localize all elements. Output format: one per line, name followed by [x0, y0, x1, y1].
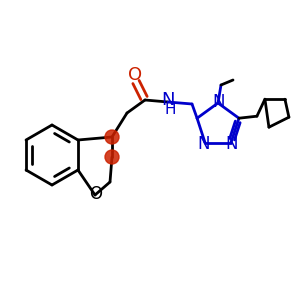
Text: H: H: [164, 103, 176, 118]
Circle shape: [105, 130, 119, 144]
Text: N: N: [198, 135, 210, 153]
Text: N: N: [213, 93, 225, 111]
Text: O: O: [89, 185, 103, 203]
Text: O: O: [128, 66, 142, 84]
Text: N: N: [226, 135, 238, 153]
Circle shape: [105, 150, 119, 164]
Text: N: N: [161, 91, 175, 109]
